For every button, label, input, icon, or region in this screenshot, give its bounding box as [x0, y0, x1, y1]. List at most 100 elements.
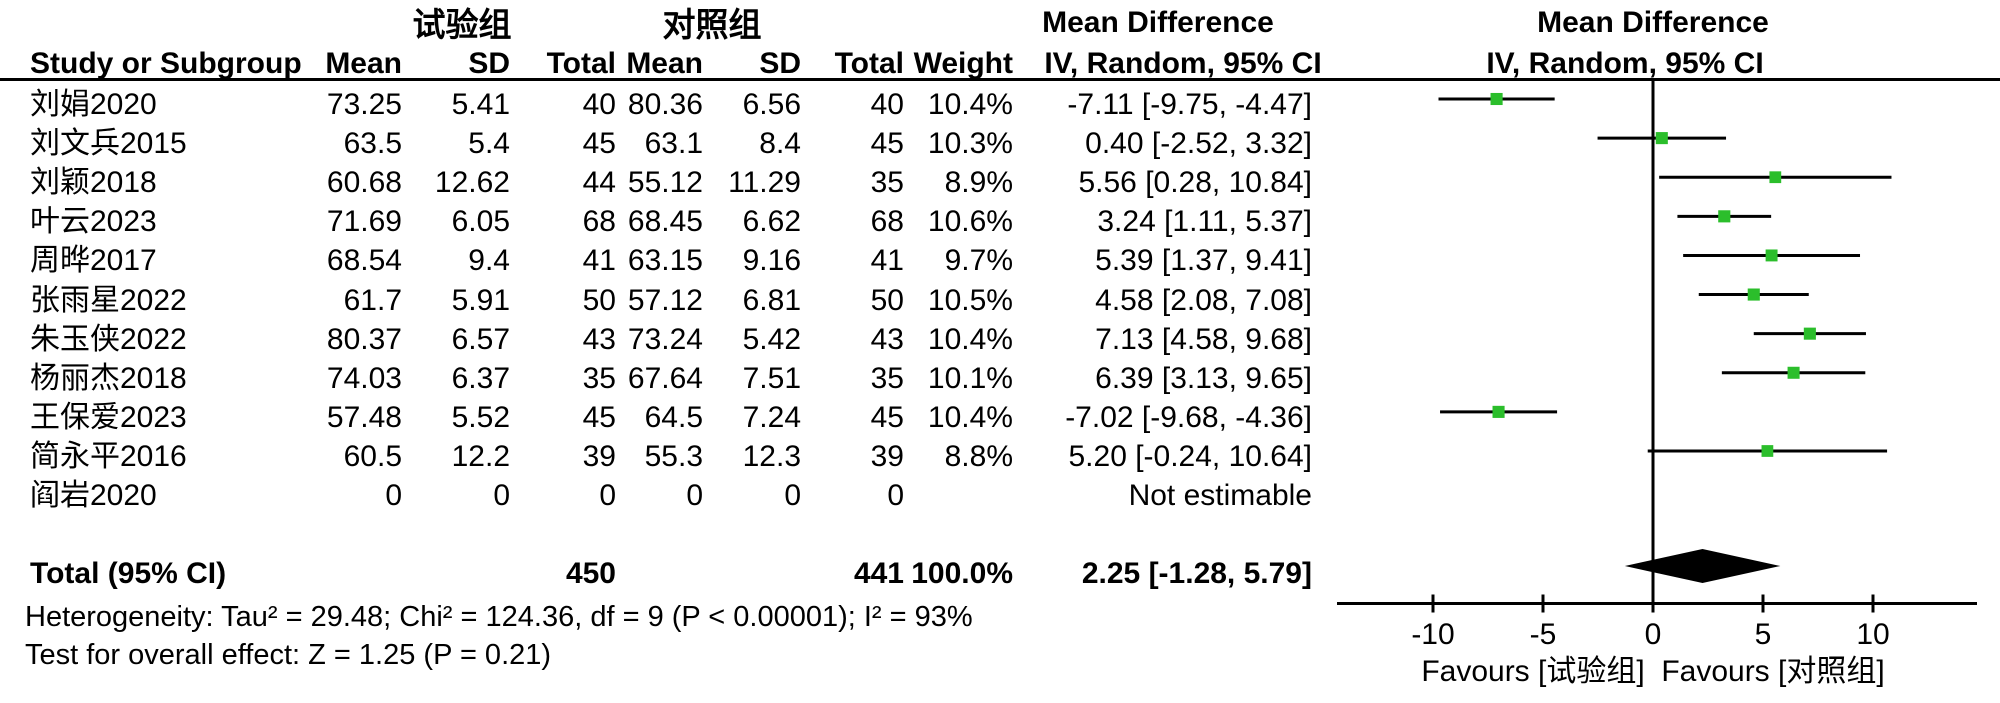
col-header-mean-experimental: Mean — [325, 47, 402, 80]
cell-study-label: 周晔2017 — [30, 244, 157, 278]
favours-left-label: Favours [试验组] — [1421, 655, 1645, 688]
cell-mean-control: 80.36 — [627, 88, 703, 121]
cell-mean-control: 63.15 — [627, 244, 703, 278]
study-row: 周晔2017 68.54 9.4 41 63.15 9.16 41 9.7% 5… — [0, 241, 2000, 281]
cell-total-experimental: 41 — [582, 244, 616, 278]
cell-mean-control: 0 — [686, 479, 703, 513]
total-weight: 100.0% — [911, 557, 1013, 590]
total-row: Total (95% CI) 450 441 100.0% 2.25 [-1.2… — [0, 554, 2000, 594]
study-row: 张雨星2022 61.7 5.91 50 57.12 6.81 50 10.5%… — [0, 281, 2000, 321]
study-row: 刘颖2018 60.68 12.62 44 55.12 11.29 35 8.9… — [0, 163, 2000, 203]
study-row: 阎岩2020 0 0 0 0 0 0 Not estimable — [0, 476, 2000, 516]
cell-weight: 10.4% — [927, 88, 1013, 121]
cell-study-label: 简永平2016 — [30, 439, 187, 473]
total-n-experimental: 450 — [565, 557, 616, 590]
cell-total-control: 43 — [870, 322, 904, 356]
cell-mean-control: 55.12 — [627, 166, 703, 200]
cell-total-control: 41 — [870, 244, 904, 278]
cell-ci-text: Not estimable — [1128, 479, 1312, 513]
cell-total-control: 45 — [870, 127, 904, 161]
axis-tick-label: -10 — [1411, 618, 1455, 651]
cell-ci-text: 6.39 [3.13, 9.65] — [1095, 361, 1312, 395]
cell-sd-experimental: 6.37 — [451, 361, 510, 395]
cell-total-control: 35 — [870, 361, 904, 395]
cell-study-label: 阎岩2020 — [30, 479, 157, 513]
effect-header-title-text: Mean Difference — [1042, 6, 1274, 39]
cell-sd-control: 6.62 — [742, 205, 801, 239]
cell-study-label: 叶云2023 — [30, 205, 157, 239]
col-header-sd-experimental: SD — [468, 47, 510, 80]
cell-sd-experimental: 6.05 — [451, 205, 510, 239]
cell-mean-experimental: 60.5 — [343, 439, 402, 473]
cell-weight: 10.5% — [927, 283, 1013, 317]
effect-header-method-text: IV, Random, 95% CI — [1044, 47, 1322, 80]
cell-ci-text: 5.20 [-0.24, 10.64] — [1068, 439, 1312, 473]
cell-mean-experimental: 57.48 — [326, 400, 402, 434]
cell-total-control: 45 — [870, 400, 904, 434]
col-header-study: Study or Subgroup — [30, 47, 302, 80]
cell-weight: 10.3% — [927, 127, 1013, 161]
cell-total-control: 39 — [870, 439, 904, 473]
col-header-weight: Weight — [913, 47, 1013, 80]
cell-mean-experimental: 60.68 — [326, 166, 402, 200]
cell-mean-experimental: 61.7 — [343, 283, 402, 317]
cell-mean-control: 63.1 — [644, 127, 703, 161]
cell-mean-control: 57.12 — [627, 283, 703, 317]
cell-sd-control: 9.16 — [742, 244, 801, 278]
cell-sd-control: 6.56 — [742, 88, 801, 121]
study-row: 杨丽杰2018 74.03 6.37 35 67.64 7.51 35 10.1… — [0, 359, 2000, 399]
cell-ci-text: 5.56 [0.28, 10.84] — [1078, 166, 1312, 200]
cell-mean-experimental: 73.25 — [326, 88, 402, 121]
cell-ci-text: 5.39 [1.37, 9.41] — [1095, 244, 1312, 278]
cell-weight: 10.4% — [927, 400, 1013, 434]
cell-study-label: 刘颖2018 — [30, 166, 157, 200]
cell-total-experimental: 0 — [599, 479, 616, 513]
cell-sd-experimental: 5.41 — [451, 88, 510, 121]
cell-total-control: 0 — [887, 479, 904, 513]
cell-mean-experimental: 80.37 — [326, 322, 402, 356]
cell-sd-control: 0 — [784, 479, 801, 513]
cell-sd-control: 7.24 — [742, 400, 801, 434]
study-row: 刘娟2020 73.25 5.41 40 80.36 6.56 40 10.4%… — [0, 85, 2000, 125]
cell-mean-experimental: 68.54 — [326, 244, 402, 278]
cell-total-experimental: 44 — [582, 166, 616, 200]
effect-header-title-plot: Mean Difference — [1537, 6, 1769, 39]
cell-mean-control: 64.5 — [644, 400, 703, 434]
cell-total-experimental: 68 — [582, 205, 616, 239]
cell-total-control: 35 — [870, 166, 904, 200]
cell-mean-experimental: 71.69 — [326, 205, 402, 239]
total-label: Total (95% CI) — [30, 557, 227, 590]
effect-header-method-plot: IV, Random, 95% CI — [1486, 47, 1764, 80]
cell-total-experimental: 45 — [582, 400, 616, 434]
cell-study-label: 朱玉侠2022 — [30, 322, 187, 356]
cell-sd-experimental: 0 — [493, 479, 510, 513]
cell-sd-control: 8.4 — [759, 127, 801, 161]
axis-tick-label: 5 — [1754, 618, 1772, 651]
cell-study-label: 刘文兵2015 — [30, 127, 187, 161]
cell-mean-experimental: 74.03 — [326, 361, 402, 395]
axis-tick-label: 0 — [1644, 618, 1662, 651]
col-header-sd-control: SD — [759, 47, 801, 80]
cell-sd-experimental: 5.91 — [451, 283, 510, 317]
group-header-control: 对照组 — [662, 8, 762, 44]
cell-mean-control: 68.45 — [627, 205, 703, 239]
cell-mean-control: 55.3 — [644, 439, 703, 473]
cell-study-label: 王保爱2023 — [30, 400, 187, 434]
cell-sd-experimental: 6.57 — [451, 322, 510, 356]
overall-effect-test: Test for overall effect: Z = 1.25 (P = 0… — [25, 639, 552, 671]
cell-mean-control: 73.24 — [627, 322, 703, 356]
col-header-mean-control: Mean — [626, 47, 703, 80]
col-header-total-experimental: Total — [546, 47, 616, 80]
cell-weight: 9.7% — [944, 244, 1013, 278]
cell-weight: 10.6% — [927, 205, 1013, 239]
cell-weight: 8.8% — [944, 439, 1013, 473]
cell-mean-experimental: 63.5 — [343, 127, 402, 161]
cell-sd-control: 7.51 — [742, 361, 801, 395]
axis-tick-label: 10 — [1856, 618, 1890, 651]
total-n-control: 441 — [853, 557, 904, 590]
heterogeneity-stats: Heterogeneity: Tau² = 29.48; Chi² = 124.… — [25, 601, 973, 633]
cell-total-experimental: 50 — [582, 283, 616, 317]
cell-mean-experimental: 0 — [385, 479, 402, 513]
cell-sd-control: 11.29 — [728, 166, 801, 200]
